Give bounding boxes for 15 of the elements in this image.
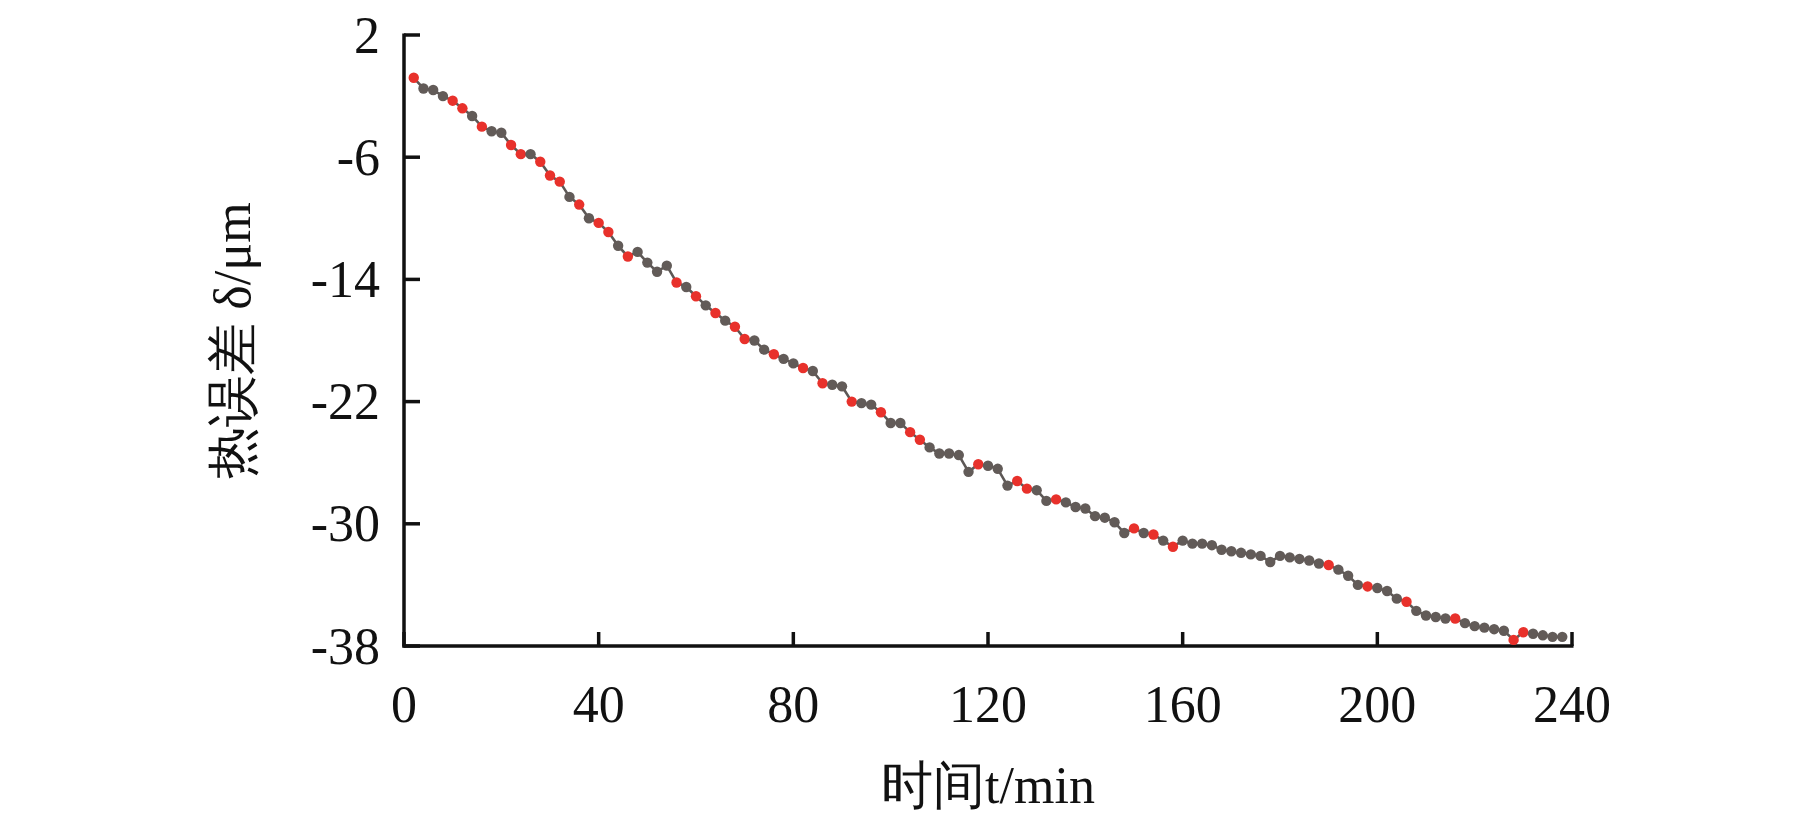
x-tick-label: 80	[767, 676, 820, 733]
x-tick-label: 240	[1533, 676, 1611, 733]
x-tick-label: 40	[572, 676, 625, 733]
y-tick-label: -22	[310, 373, 380, 431]
y-tick-label: -38	[310, 617, 380, 675]
y-tick-label: -14	[310, 251, 380, 309]
x-axis-title: 时间t/min	[881, 757, 1095, 814]
y-tick-label: -6	[336, 128, 380, 186]
y-axis-title: 热误差 δ/μm	[203, 202, 261, 479]
x-tick-label: 120	[949, 676, 1027, 733]
x-tick-label: 200	[1338, 676, 1417, 733]
x-tick-label: 0	[391, 676, 417, 733]
y-tick-label: 2	[354, 6, 380, 64]
y-tick-label: -30	[310, 495, 380, 553]
x-tick-label: 160	[1143, 676, 1222, 733]
